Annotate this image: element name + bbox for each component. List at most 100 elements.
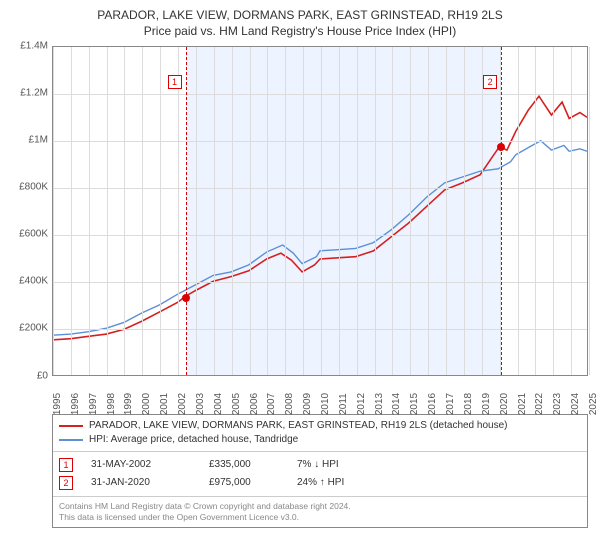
grid-v <box>232 47 233 375</box>
grid-v <box>214 47 215 375</box>
marker-box: 2 <box>483 75 497 89</box>
y-tick-label: £1.4M <box>20 40 48 51</box>
grid-h <box>53 235 587 236</box>
x-tick-label: 2001 <box>159 392 163 414</box>
grid-v <box>428 47 429 375</box>
y-tick-label: £600K <box>19 229 48 240</box>
footer-line1: Contains HM Land Registry data © Crown c… <box>59 501 581 512</box>
series-hpi <box>53 140 587 334</box>
x-tick-label: 1999 <box>123 392 127 414</box>
legend-swatch-hpi <box>59 439 83 441</box>
chart-area: £0£200K£400K£600K£800K£1M£1.2M£1.4M 12 1… <box>10 46 590 410</box>
y-tick-label: £200K <box>19 323 48 334</box>
event-num-box: 1 <box>59 458 73 472</box>
legend-swatch-parador <box>59 425 83 427</box>
grid-h <box>53 141 587 142</box>
grid-h <box>53 188 587 189</box>
y-tick-label: £800K <box>19 182 48 193</box>
x-tick-label: 2006 <box>249 392 253 414</box>
grid-v <box>464 47 465 375</box>
x-tick-label: 2011 <box>338 393 342 415</box>
x-tick-label: 2020 <box>499 392 503 414</box>
legend-row-hpi: HPI: Average price, detached house, Tand… <box>59 433 581 447</box>
grid-v <box>89 47 90 375</box>
grid-h <box>53 282 587 283</box>
series-parador <box>53 96 587 340</box>
chart-title-line1: PARADOR, LAKE VIEW, DORMANS PARK, EAST G… <box>10 8 590 24</box>
event-row: 131-MAY-2002£335,0007% ↓ HPI <box>59 456 581 474</box>
x-tick-label: 2005 <box>231 392 235 414</box>
x-tick-label: 2025 <box>588 392 592 414</box>
x-tick-label: 2022 <box>534 392 538 414</box>
y-tick-label: £1.2M <box>20 87 48 98</box>
marker-point <box>497 143 505 151</box>
event-price: £975,000 <box>209 477 279 488</box>
event-pct: 7% ↓ HPI <box>297 459 339 470</box>
x-tick-label: 2013 <box>374 392 378 414</box>
x-tick-label: 2003 <box>195 392 199 414</box>
arrow-icon: ↓ <box>314 459 319 470</box>
events-list: 131-MAY-2002£335,0007% ↓ HPI231-JAN-2020… <box>53 452 587 496</box>
legend-label-parador: PARADOR, LAKE VIEW, DORMANS PARK, EAST G… <box>89 419 507 433</box>
x-tick-label: 2004 <box>213 392 217 414</box>
x-tick-label: 2017 <box>445 392 449 414</box>
grid-v <box>160 47 161 375</box>
grid-v <box>107 47 108 375</box>
x-tick-label: 1996 <box>70 392 74 414</box>
x-tick-label: 2024 <box>570 392 574 414</box>
grid-v <box>285 47 286 375</box>
y-tick-label: £400K <box>19 276 48 287</box>
x-tick-label: 2012 <box>356 392 360 414</box>
grid-v <box>71 47 72 375</box>
x-tick-label: 1998 <box>106 392 110 414</box>
grid-v <box>535 47 536 375</box>
chart-title-line2: Price paid vs. HM Land Registry's House … <box>10 24 590 38</box>
grid-v <box>178 47 179 375</box>
footer-license: Contains HM Land Registry data © Crown c… <box>53 496 587 527</box>
y-tick-label: £0 <box>37 370 48 381</box>
marker-line <box>186 47 187 375</box>
grid-v <box>518 47 519 375</box>
legend-row-parador: PARADOR, LAKE VIEW, DORMANS PARK, EAST G… <box>59 419 581 433</box>
grid-h <box>53 94 587 95</box>
x-axis-labels: 1995199619971998199920002001200220032004… <box>52 376 588 410</box>
x-tick-label: 2014 <box>391 392 395 414</box>
x-tick-label: 1995 <box>52 392 56 414</box>
event-pct: 24% ↑ HPI <box>297 477 344 488</box>
x-tick-label: 2021 <box>517 392 521 414</box>
marker-box: 1 <box>168 75 182 89</box>
event-date: 31-MAY-2002 <box>91 459 191 470</box>
event-num-box: 2 <box>59 476 73 490</box>
grid-v <box>392 47 393 375</box>
legend: PARADOR, LAKE VIEW, DORMANS PARK, EAST G… <box>53 415 587 452</box>
x-tick-label: 2008 <box>284 392 288 414</box>
grid-v <box>142 47 143 375</box>
y-axis-labels: £0£200K£400K£600K£800K£1M£1.2M£1.4M <box>10 46 52 410</box>
grid-v <box>124 47 125 375</box>
grid-v <box>446 47 447 375</box>
grid-v <box>482 47 483 375</box>
footer-line2: This data is licensed under the Open Gov… <box>59 512 581 523</box>
x-tick-label: 2023 <box>552 392 556 414</box>
x-tick-label: 2000 <box>141 392 145 414</box>
event-date: 31-JAN-2020 <box>91 477 191 488</box>
grid-v <box>196 47 197 375</box>
x-tick-label: 2002 <box>177 392 181 414</box>
grid-v <box>267 47 268 375</box>
grid-v <box>410 47 411 375</box>
x-tick-label: 2015 <box>409 392 413 414</box>
x-tick-label: 2018 <box>463 392 467 414</box>
x-tick-label: 2009 <box>302 392 306 414</box>
event-row: 2 31-JAN-2020 £975,000 24% ↑ HPI <box>59 474 581 492</box>
series-svg <box>53 47 587 375</box>
grid-v <box>53 47 54 375</box>
grid-v <box>357 47 358 375</box>
grid-v <box>589 47 590 375</box>
grid-v <box>303 47 304 375</box>
x-tick-label: 2010 <box>320 392 324 414</box>
legend-label-hpi: HPI: Average price, detached house, Tand… <box>89 433 298 447</box>
grid-v <box>375 47 376 375</box>
grid-v <box>339 47 340 375</box>
grid-h <box>53 329 587 330</box>
y-tick-label: £1M <box>29 134 48 145</box>
